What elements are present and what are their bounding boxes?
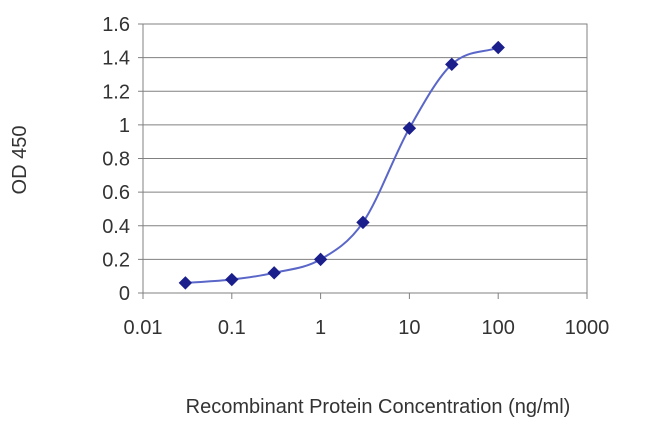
data-point-marker <box>491 40 505 55</box>
y-tick-label: 1.2 <box>102 81 130 103</box>
y-tick-label: 1 <box>119 115 130 137</box>
y-tick-label: 0.6 <box>102 182 130 204</box>
y-axis-ticks: 0 0.2 0.4 0.6 0.8 1 1.2 1.4 1.6 <box>102 14 143 305</box>
data-point-marker <box>356 215 370 230</box>
data-point-marker <box>402 121 417 135</box>
y-tick-label: 0 <box>119 283 130 305</box>
x-axis-ticks: 0.01 0.1 1 10 100 1000 <box>124 293 610 339</box>
data-point-marker <box>445 57 459 72</box>
data-point-marker <box>313 252 328 267</box>
y-tick-label: 1.6 <box>102 14 130 36</box>
data-point-marker <box>267 266 281 280</box>
y-tick-label: 0.2 <box>102 249 130 271</box>
data-point-marker <box>225 272 239 287</box>
fitted-curve-layer <box>185 46 499 284</box>
gridlines <box>143 23 587 260</box>
x-tick-label: 0.01 <box>124 317 163 339</box>
x-tick-label: 1000 <box>565 317 610 339</box>
x-tick-label: 100 <box>482 317 515 339</box>
x-tick-label: 0.1 <box>218 317 246 339</box>
x-axis-title: Recombinant Protein Concentration (ng/ml… <box>186 396 571 418</box>
y-tick-label: 0.4 <box>102 216 130 238</box>
fitted-curve <box>185 46 499 284</box>
y-tick-label: 1.4 <box>102 48 130 70</box>
data-point-marker <box>178 276 193 290</box>
x-tick-label: 1 <box>315 317 326 339</box>
x-tick-label: 10 <box>398 317 420 339</box>
y-tick-label: 0.8 <box>102 149 130 171</box>
data-points <box>178 40 505 290</box>
y-axis-title: OD 450 <box>9 126 31 195</box>
